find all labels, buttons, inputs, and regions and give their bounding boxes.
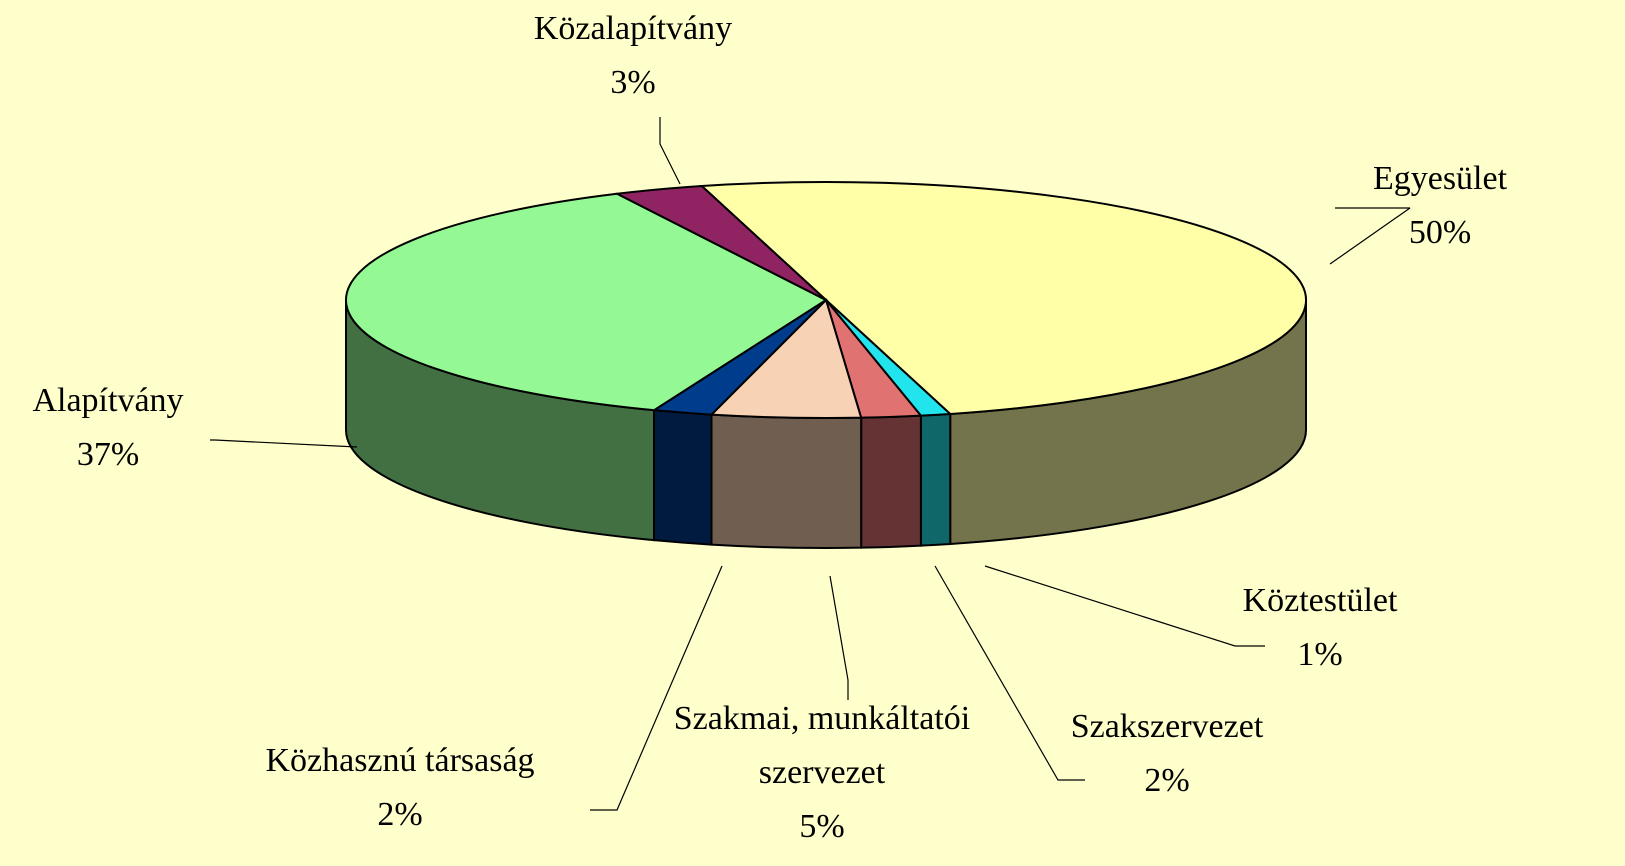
value-label: 3%	[610, 64, 656, 101]
pie-slice	[709, 298, 863, 419]
category-label: Alapítvány	[32, 382, 184, 419]
slice-label: Közalapítvány 3%	[534, 2, 732, 110]
leader-line	[934, 565, 1085, 781]
slice-label: Szakmai, munkáltatói szervezet 5%	[642, 692, 1002, 854]
slice-label: Egyesület 50%	[1373, 152, 1507, 260]
pie-side	[710, 413, 863, 549]
pie-slice	[613, 184, 827, 301]
leader-line	[984, 565, 1265, 647]
category-label: Szakmai, munkáltatói szervezet	[673, 700, 971, 791]
category-label: Közhasznú társaság	[265, 742, 535, 779]
value-label: 2%	[1144, 762, 1190, 799]
value-label: 5%	[799, 808, 845, 845]
leader-line	[1329, 207, 1411, 265]
category-label: Közalapítvány	[533, 10, 733, 47]
pie-side	[652, 409, 713, 546]
pie-side	[919, 412, 952, 547]
pie-sides	[345, 299, 1307, 549]
leader-lines	[210, 117, 1411, 811]
leader-line	[210, 439, 358, 448]
value-label: 1%	[1297, 636, 1343, 673]
pie	[345, 182, 1307, 549]
leader-line	[659, 117, 681, 185]
pie-tops	[345, 182, 1306, 419]
slice-label: Köztestület 1%	[1243, 574, 1398, 682]
pie-side	[860, 414, 922, 549]
slice-label: Közhasznú társaság 2%	[265, 734, 534, 842]
leader-line	[829, 575, 849, 700]
category-label: Szakszervezet	[1070, 708, 1264, 745]
category-label: Köztestület	[1242, 582, 1398, 619]
category-label: Egyesület	[1372, 160, 1508, 197]
leader-line	[590, 565, 723, 811]
value-label: 2%	[377, 796, 423, 833]
pie-slice	[345, 192, 829, 412]
slice-label: Szakszervezet 2%	[1071, 700, 1264, 808]
value-label: 37%	[76, 436, 140, 473]
pie-slice	[702, 182, 1306, 414]
slice-label: Alapítvány 37%	[32, 374, 183, 482]
value-label: 50%	[1408, 214, 1472, 251]
